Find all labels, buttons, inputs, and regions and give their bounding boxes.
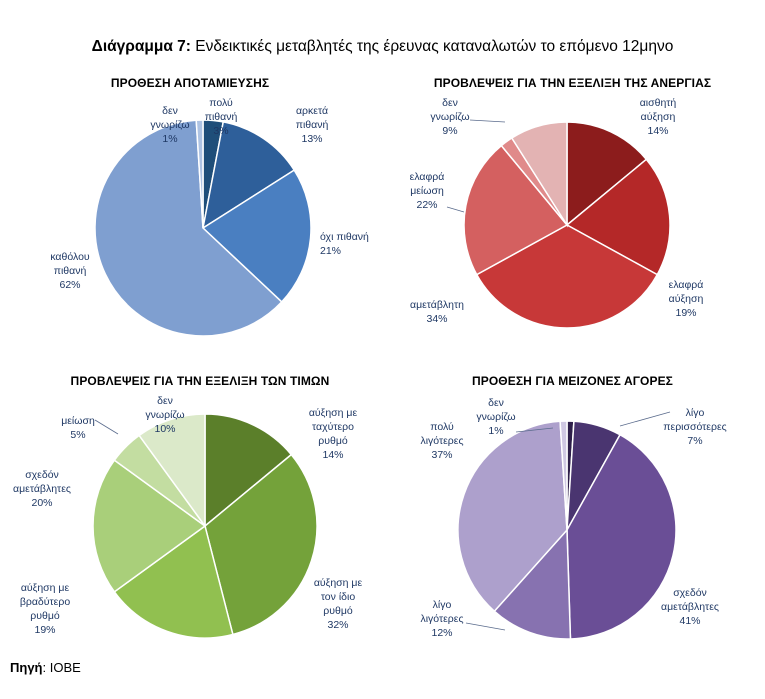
pie-svg: λίγο περισσότερες 7% σχεδόν αμετάβλητες 41% λί… xyxy=(420,397,727,640)
pie-slice xyxy=(510,121,568,228)
leader-line xyxy=(465,622,506,631)
pie-slice xyxy=(138,413,206,529)
pie-svg: πολύ πιθανή 3% αρκετά πιθανή 13% όχι πιθανή 21%… xyxy=(50,97,369,337)
pie-slice xyxy=(559,420,568,531)
slice-label: πολύ λιγότερες 37% xyxy=(420,421,463,461)
slice-label: σχεδόν αμετάβλητες 20% xyxy=(13,469,71,509)
pie-slice xyxy=(204,453,318,636)
slice-label: λίγο λιγότερες 12% xyxy=(420,599,463,639)
leader-line xyxy=(469,119,506,123)
slice-label: ελαφρά μείωση 22% xyxy=(410,171,445,211)
pie-slice xyxy=(493,528,572,640)
pie-svg: αισθητή αύξηση 14% ελαφρά αύξηση 19% αμετάβλητ… xyxy=(410,97,704,329)
slice-label: πολύ πιθανή 3% xyxy=(205,97,238,137)
leader-line xyxy=(446,206,465,213)
pie-slice xyxy=(457,420,568,613)
pie-slice xyxy=(94,119,283,337)
source-prefix: Πηγή xyxy=(10,660,43,675)
pie-slice xyxy=(463,144,569,276)
pie-slice xyxy=(566,121,648,227)
slice-label: ελαφρά αύξηση 19% xyxy=(669,279,704,319)
chart-title: ΠΡΟΘΕΣΗ ΑΠΟΤΑΜΙΕΥΣΗΣ xyxy=(110,76,270,90)
chart-unemployment-forecast: ΠΡΟΒΛΕΨΕΙΣ ΓΙΑ ΤΗΝ ΕΞΕΛΙΞΗ ΤΗΣ ΑΝΕΡΓΙΑΣ … xyxy=(380,70,765,340)
pie-slice xyxy=(92,459,207,593)
slice-label: δεν γνωρίζω 1% xyxy=(476,397,515,437)
chart-title: ΠΡΟΒΛΕΨΕΙΣ ΓΙΑ ΤΗΝ ΕΞΕΛΙΞΗ ΤΗΣ ΑΝΕΡΓΙΑΣ xyxy=(433,76,712,90)
slice-label: σχεδόν αμετάβλητες 41% xyxy=(661,587,719,627)
pie-slice xyxy=(566,433,677,640)
pie-slice xyxy=(113,524,234,639)
pie-slice xyxy=(475,224,659,329)
slice-label: αύξηση με τον ίδιο ρυθμό 32% xyxy=(314,577,363,631)
slice-label: αύξηση με ταχύτερο ρυθμό 14% xyxy=(309,407,358,461)
figure-title-text: Ενδεικτικές μεταβλητές της έρευνας καταν… xyxy=(195,38,674,55)
leader-line xyxy=(94,419,119,435)
slice-label: όχι πιθανή 21% xyxy=(320,231,369,257)
leader-line xyxy=(619,411,671,427)
source-note: Πηγή: IOBE xyxy=(10,660,81,675)
slice-label: αρκετά πιθανή 13% xyxy=(296,105,329,145)
leader-line xyxy=(515,427,554,433)
pie-svg: αύξηση με ταχύτερο ρυθμό 14% αύξηση με τον ίδ… xyxy=(13,395,363,639)
pie-slice xyxy=(565,158,671,276)
source-text: : IOBE xyxy=(42,660,81,675)
pie-slice xyxy=(201,121,296,230)
slice-label: δεν γνωρίζω 10% xyxy=(145,395,184,435)
slice-label: αμετάβλητη 34% xyxy=(410,299,464,325)
slice-label: λίγο περισσότερες 7% xyxy=(663,407,726,447)
chart-title: ΠΡΟΒΛΕΨΕΙΣ ΓΙΑ ΤΗΝ ΕΞΕΛΙΞΗ ΤΩΝ ΤΙΜΩΝ xyxy=(70,374,330,388)
figure-title-prefix: Διάγραμμα 7: xyxy=(91,38,191,55)
chart-prices-forecast: ΠΡΟΒΛΕΨΕΙΣ ΓΙΑ ΤΗΝ ΕΞΕΛΙΞΗ ΤΩΝ ΤΙΜΩΝ αύξ… xyxy=(0,368,400,648)
pie-slice xyxy=(195,119,204,229)
chart-savings-intention: ΠΡΟΘΕΣΗ ΑΠΟΤΑΜΙΕΥΣΗΣ πολύ πιθανή 3% αρκετά π… xyxy=(0,70,380,340)
chart-title: ΠΡΟΘΕΣΗ ΓΙΑ ΜΕΙΖΟΝΕΣ ΑΓΟΡΕΣ xyxy=(472,374,673,388)
slice-label: δεν γνωρίζω 1% xyxy=(150,105,189,145)
figure-title: Διάγραμμα 7: Ενδεικτικές μεταβλητές της … xyxy=(0,38,765,56)
slice-label: αύξηση με βραδύτερο ρυθμό 19% xyxy=(20,582,70,636)
chart-major-purchases: ΠΡΟΘΕΣΗ ΓΙΑ ΜΕΙΖΟΝΕΣ ΑΓΟΡΕΣ λίγο περισσότ… xyxy=(380,368,765,648)
slice-label: δεν γνωρίζω 9% xyxy=(430,97,469,137)
slice-label: καθόλου πιθανή 62% xyxy=(50,251,90,291)
slice-label: αισθητή αύξηση 14% xyxy=(640,97,677,137)
slice-label: μείωση 5% xyxy=(61,415,95,441)
pie-slice xyxy=(201,169,312,303)
pie-slice xyxy=(204,413,293,528)
